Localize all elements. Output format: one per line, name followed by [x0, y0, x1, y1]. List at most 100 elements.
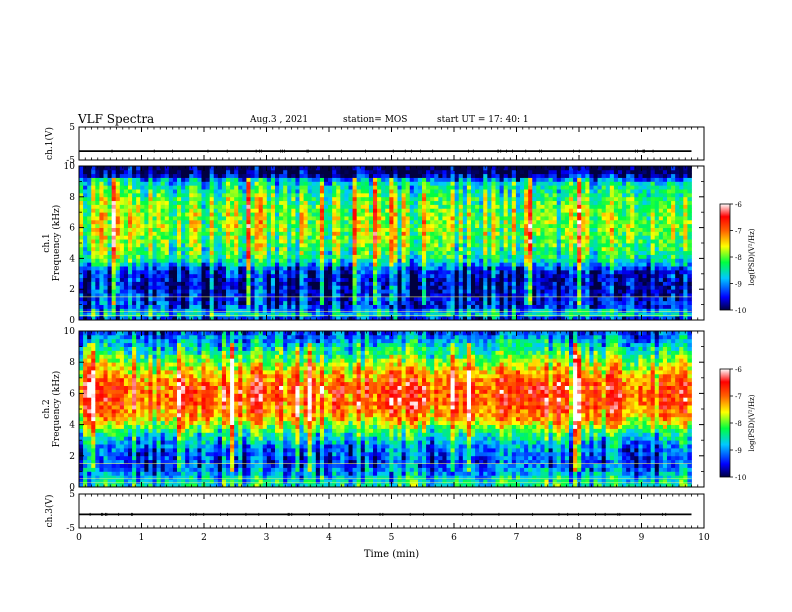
spectrogram-cell — [344, 189, 349, 194]
spectrogram-cell — [319, 235, 325, 240]
spectrogram-cell — [401, 181, 407, 186]
spectrogram-cell — [393, 250, 398, 255]
spectrogram-cell — [413, 316, 419, 321]
spectrogram-cell — [123, 289, 129, 294]
spectrogram-cell — [336, 316, 341, 321]
spectrogram-cell — [340, 296, 345, 302]
spectrogram-cell — [548, 246, 554, 252]
spectrogram-cell — [364, 296, 370, 302]
spectrogram-cell — [483, 192, 488, 198]
spectrogram-cell — [270, 289, 276, 294]
spectrogram-cell — [556, 216, 562, 221]
spectrogram-cell — [409, 277, 415, 282]
spectrogram-cell — [103, 223, 108, 228]
spectrogram-cell — [189, 281, 194, 286]
spectrogram-cell — [254, 300, 260, 305]
spectrogram-cell — [413, 200, 419, 205]
spectrogram-cell — [503, 219, 509, 225]
spectrogram-cell — [544, 269, 549, 275]
spectrogram-cell — [209, 277, 215, 282]
spectrogram-cell — [483, 231, 488, 236]
spectrogram-cell — [352, 250, 358, 255]
spectrogram-cell — [409, 192, 415, 198]
spectrogram-cell — [128, 293, 133, 298]
spectrogram-cell — [230, 223, 235, 228]
spectrogram-cell — [381, 300, 386, 305]
spectrogram-cell — [262, 296, 268, 302]
spectrogram-cell — [524, 212, 529, 217]
spectrogram-cell — [172, 231, 178, 236]
spectrogram-cell — [368, 196, 374, 202]
spectrogram-cell — [385, 208, 390, 213]
spectrogram-cell — [381, 273, 386, 279]
spectrogram-cell — [352, 289, 358, 294]
spectrogram-cell — [503, 192, 509, 198]
spectrogram-cell — [511, 262, 517, 267]
spectrogram-cell — [250, 192, 255, 198]
spectrogram-cell — [401, 231, 407, 236]
spectrogram-cell — [164, 269, 170, 275]
spectrogram-cell — [450, 273, 456, 279]
spectrogram-cell — [119, 304, 125, 309]
spectrogram-cell — [115, 289, 121, 294]
spectrogram-cell — [193, 173, 198, 178]
spectrogram-cell — [487, 258, 492, 263]
spectrogram-cell — [319, 196, 325, 202]
spectrogram-cell — [156, 200, 162, 205]
spectrogram-cell — [250, 185, 255, 190]
spectrogram-cell — [140, 269, 145, 275]
spectrogram-cell — [552, 312, 558, 317]
spectrogram-cell — [254, 196, 260, 202]
spectrogram-cell — [246, 239, 251, 244]
spectrogram-cell — [487, 277, 492, 282]
spectrogram-cell — [136, 266, 141, 271]
spectrogram-cell — [156, 262, 162, 267]
spectrogram-cell — [438, 216, 443, 221]
spectrogram-cell — [507, 300, 513, 305]
spectrogram-cell — [544, 258, 549, 263]
spectrogram-cell — [181, 243, 186, 248]
spectrogram-cell — [483, 173, 488, 178]
spectrogram-cell — [266, 227, 272, 232]
spectrogram-cell — [422, 308, 427, 313]
spectrogram-cell — [311, 200, 317, 205]
spectrogram-cell — [556, 223, 562, 228]
spectrogram-cell — [234, 250, 239, 255]
spectrogram-cell — [340, 212, 345, 217]
spectrogram-cell — [140, 250, 145, 255]
spectrogram-cell — [352, 269, 358, 275]
spectrogram-cell — [107, 269, 113, 275]
spectrogram-cell — [168, 250, 174, 255]
spectrogram-cell — [258, 293, 264, 298]
spectrogram-cell — [442, 285, 447, 290]
spectrogram-cell — [156, 269, 162, 275]
spectrogram-cell — [95, 177, 100, 182]
spectrogram-cell — [319, 296, 325, 302]
spectrogram-cell — [483, 293, 488, 298]
spectrogram-cell — [262, 312, 268, 317]
spectrogram-cell — [409, 177, 415, 182]
spectrogram-cell — [185, 169, 190, 175]
spectrogram-cell — [377, 277, 382, 282]
spectrogram-cell — [283, 308, 288, 313]
spectrogram-cell — [172, 185, 178, 190]
spectrogram-cell — [368, 266, 374, 271]
spectrogram-cell — [213, 208, 219, 213]
spectrogram-cell — [503, 316, 509, 321]
spectrogram-cell — [217, 289, 223, 294]
spectrogram-cell — [295, 312, 300, 317]
spectrogram-cell — [234, 293, 239, 298]
spectrogram-cell — [503, 189, 509, 194]
spectrogram-cell — [266, 185, 272, 190]
spectrogram-cell — [275, 185, 280, 190]
spectrogram-cell — [123, 239, 129, 244]
spectrogram-cell — [360, 269, 366, 275]
spectrogram-cell — [458, 250, 464, 255]
spectrogram-cell — [328, 169, 333, 175]
spectrogram-cell — [152, 181, 157, 186]
spectrogram-cell — [479, 296, 484, 302]
spectrogram-cell — [389, 273, 394, 279]
spectrogram-cell — [164, 185, 170, 190]
spectrogram-cell — [377, 262, 382, 267]
spectrogram-cell — [91, 285, 96, 290]
